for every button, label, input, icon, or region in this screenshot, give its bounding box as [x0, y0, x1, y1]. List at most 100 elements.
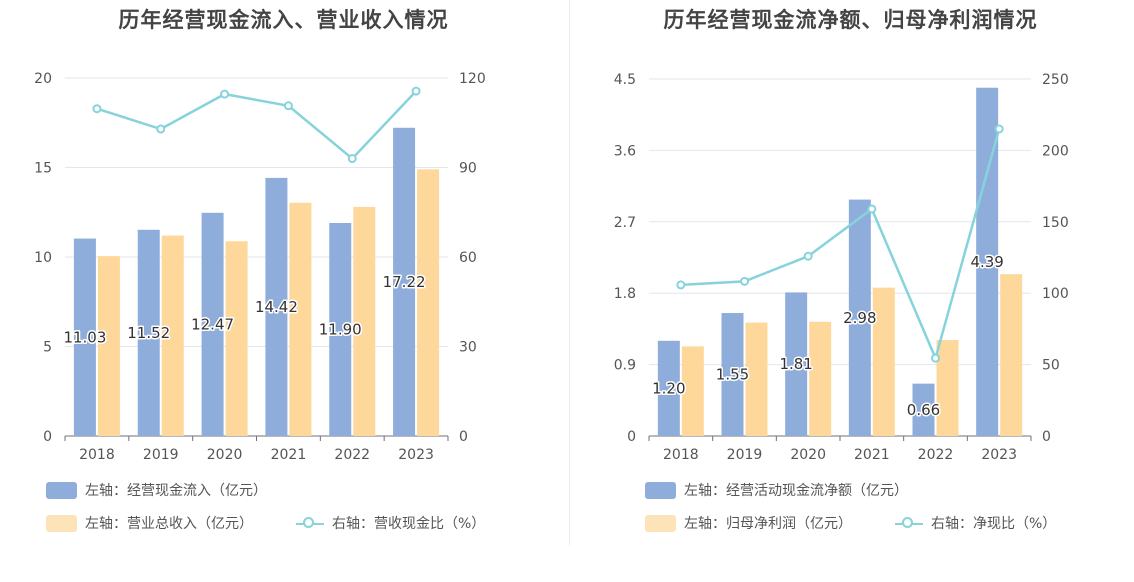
- bar-secondary[interactable]: [353, 206, 376, 436]
- legend-swatch-blue: [645, 481, 676, 499]
- x-tick-label: 2018: [663, 447, 699, 463]
- bar-secondary[interactable]: [289, 202, 312, 436]
- x-tick-label: 2020: [207, 447, 243, 463]
- data-label: 1.20: [652, 379, 685, 397]
- ratio-point[interactable]: [220, 89, 230, 99]
- legend-swatch-orange: [46, 514, 77, 532]
- y-left-tick-label: 2.7: [614, 215, 636, 231]
- data-label: 11.03: [63, 328, 106, 346]
- y-right-tick-label: 100: [1042, 286, 1069, 302]
- bar-primary[interactable]: [201, 212, 224, 436]
- x-tick-label: 2022: [334, 447, 370, 463]
- right-chart-plot: 0 0 0.9 50 1.8 100 2.7 150 3.6 200 4.5 250 2018 2019 2…: [614, 72, 1069, 463]
- bar-primary[interactable]: [912, 383, 935, 436]
- legend-item-cash-inflow[interactable]: 左轴：经营现金流入（亿元）: [46, 480, 267, 500]
- y-right-tick-label: 30: [459, 340, 477, 356]
- data-label: 14.42: [255, 298, 298, 316]
- left-chart-panel: 历年经营现金流入、营业收入情况 0 0 5 30 10 60 15 90 20 120 2018 20…: [34, 8, 486, 533]
- y-right-tick-label: 90: [459, 161, 477, 177]
- bar-secondary[interactable]: [97, 256, 120, 436]
- x-tick-label: 2021: [271, 447, 307, 463]
- y-left-tick-label: 3.6: [614, 143, 636, 159]
- y-left-tick-label: 20: [34, 71, 52, 87]
- data-label: 2.98: [843, 309, 876, 327]
- bar-secondary[interactable]: [161, 235, 184, 436]
- bar-secondary[interactable]: [681, 346, 704, 436]
- data-label: 11.90: [319, 320, 362, 338]
- legend-line-icon: [296, 515, 324, 532]
- bar-primary[interactable]: [393, 127, 416, 437]
- y-left-tick-label: 0: [627, 429, 636, 445]
- y-left-tick-label: 4.5: [614, 72, 636, 88]
- bar-primary[interactable]: [73, 238, 96, 436]
- y-left-tick-label: 10: [34, 250, 52, 266]
- bar-secondary[interactable]: [225, 241, 248, 436]
- ratio-line: [96, 90, 417, 161]
- bar-primary[interactable]: [265, 177, 288, 436]
- legend-item-net-cash-flow[interactable]: 左轴：经营活动现金流净额（亿元）: [645, 480, 908, 500]
- legend-item-net-profit[interactable]: 左轴：归母净利润（亿元）: [645, 513, 852, 533]
- x-tick-label: 2019: [143, 447, 179, 463]
- x-tick-label: 2018: [79, 447, 115, 463]
- left-chart-plot: 0 0 5 30 10 60 15 90 20 120 2018 2019 2020 2021 2022 20…: [34, 71, 486, 463]
- y-left-tick-label: 15: [34, 161, 52, 177]
- ratio-point[interactable]: [92, 104, 102, 114]
- legend-item-net-cash-ratio[interactable]: 右轴：净现比（%）: [895, 513, 1056, 533]
- x-tick-label: 2023: [398, 447, 434, 463]
- bar-secondary[interactable]: [872, 287, 895, 436]
- ratio-point[interactable]: [411, 86, 421, 96]
- data-label: 11.52: [127, 324, 170, 342]
- ratio-point[interactable]: [283, 101, 293, 111]
- data-label: 17.22: [383, 273, 426, 291]
- bar-secondary[interactable]: [809, 321, 832, 436]
- bar-primary[interactable]: [976, 87, 999, 436]
- y-right-tick-label: 250: [1042, 72, 1069, 88]
- data-label: 4.39: [970, 253, 1003, 271]
- y-right-tick-label: 150: [1042, 215, 1069, 231]
- y-right-tick-label: 200: [1042, 143, 1069, 159]
- legend-label: 右轴：净现比（%）: [931, 516, 1057, 532]
- bar-secondary[interactable]: [745, 322, 768, 436]
- chart-title: 历年经营现金流净额、归母净利润情况: [663, 8, 1038, 32]
- y-left-tick-label: 5: [43, 340, 52, 356]
- ratio-point[interactable]: [676, 280, 686, 290]
- bar-primary[interactable]: [137, 229, 160, 436]
- bar-primary[interactable]: [785, 292, 808, 436]
- legend-label: 右轴：营收现金比（%）: [332, 516, 486, 532]
- legend-label: 左轴：归母净利润（亿元）: [684, 516, 852, 532]
- bar-secondary[interactable]: [1000, 274, 1023, 436]
- legend-item-revenue[interactable]: 左轴：营业总收入（亿元）: [46, 513, 253, 533]
- legend-line-icon: [895, 515, 923, 532]
- y-right-tick-label: 0: [1042, 429, 1051, 445]
- ratio-point[interactable]: [740, 276, 749, 286]
- ratio-point[interactable]: [931, 353, 940, 363]
- legend-label: 左轴：经营现金流入（亿元）: [85, 483, 267, 499]
- x-tick-label: 2022: [918, 447, 954, 463]
- legend-label: 左轴：营业总收入（亿元）: [85, 516, 253, 532]
- right-chart-panel: 历年经营现金流净额、归母净利润情况 0 0 0.9 50 1.8 100 2.7 150 3.6…: [567, 0, 1134, 582]
- data-label: 1.55: [716, 366, 749, 384]
- ratio-point[interactable]: [347, 154, 357, 164]
- y-right-tick-label: 120: [459, 71, 486, 87]
- bar-primary[interactable]: [657, 340, 680, 436]
- legend-swatch-blue: [46, 481, 77, 499]
- y-right-tick-label: 60: [459, 250, 477, 266]
- bar-secondary[interactable]: [417, 169, 440, 437]
- ratio-point[interactable]: [994, 124, 1004, 134]
- x-tick-label: 2019: [727, 447, 763, 463]
- ratio-line: [680, 128, 1001, 362]
- y-left-tick-label: 1.8: [614, 286, 636, 302]
- y-left-tick-label: 0.9: [614, 358, 636, 374]
- ratio-point[interactable]: [803, 251, 813, 261]
- ratio-point[interactable]: [867, 204, 877, 214]
- bar-secondary[interactable]: [936, 340, 959, 436]
- bar-primary[interactable]: [329, 222, 352, 436]
- x-tick-label: 2023: [981, 447, 1017, 463]
- bar-primary[interactable]: [848, 199, 871, 436]
- y-left-tick-label: 0: [43, 429, 52, 445]
- chart-title: 历年经营现金流入、营业收入情况: [118, 8, 449, 32]
- legend-item-cash-ratio[interactable]: 右轴：营收现金比（%）: [296, 513, 485, 533]
- ratio-point[interactable]: [156, 124, 166, 134]
- bar-primary[interactable]: [721, 313, 744, 436]
- legend-swatch-orange: [645, 514, 676, 532]
